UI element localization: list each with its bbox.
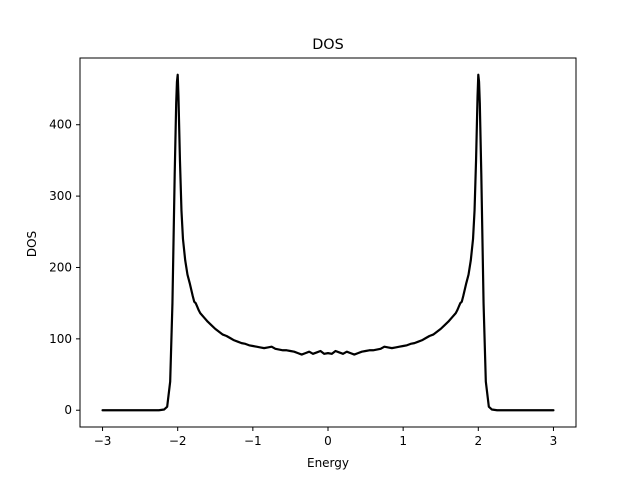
x-tick-label: 3 — [550, 434, 558, 448]
x-tick-label: 1 — [399, 434, 407, 448]
x-axis-label: Energy — [307, 456, 349, 470]
x-axis-ticks: −3 −2 −1 0 1 2 3 — [94, 427, 558, 448]
x-tick-label: −2 — [169, 434, 187, 448]
x-tick-label: −1 — [244, 434, 262, 448]
dos-series-line — [101, 73, 555, 412]
x-tick-label: −3 — [94, 434, 112, 448]
y-tick-label: 400 — [49, 118, 72, 132]
y-tick-label: 200 — [49, 260, 72, 274]
y-tick-label: 0 — [64, 403, 72, 417]
chart-title: DOS — [312, 37, 344, 53]
x-tick-label: 2 — [474, 434, 482, 448]
x-tick-label: 0 — [324, 434, 332, 448]
y-tick-label: 300 — [49, 189, 72, 203]
y-axis-ticks: 0 100 200 300 400 — [49, 118, 80, 417]
y-tick-label: 100 — [49, 332, 72, 346]
y-axis-label: DOS — [25, 231, 39, 257]
